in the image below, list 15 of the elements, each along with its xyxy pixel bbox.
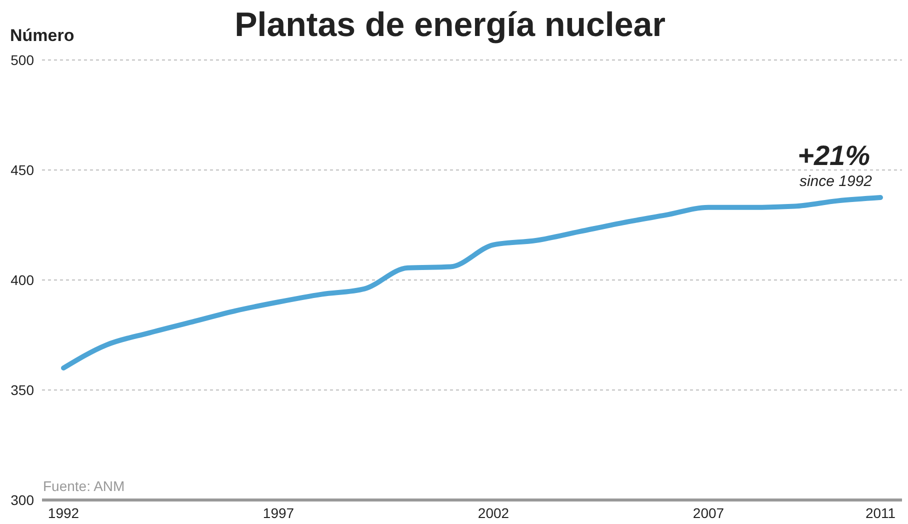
annotation: +21%	[798, 140, 870, 172]
x-tick-label: 2007	[692, 504, 724, 521]
annotation: Fuente: ANM	[43, 478, 125, 494]
y-tick-label: 400	[10, 272, 34, 288]
y-tick-label: 350	[10, 382, 34, 398]
y-tick-label: 300	[10, 492, 34, 508]
x-tick-label: 1997	[262, 504, 294, 521]
chart-title: Plantas de energía nuclear	[234, 6, 666, 44]
x-tick-label: 2002	[478, 504, 510, 521]
x-tick-label: 1992	[48, 504, 80, 521]
y-tick-label: 450	[10, 162, 34, 178]
y-axis-title: Número	[10, 26, 74, 46]
annotation: since 1992	[799, 173, 872, 190]
y-tick-label: 500	[10, 52, 34, 68]
x-tick-label: 2011	[865, 504, 896, 521]
